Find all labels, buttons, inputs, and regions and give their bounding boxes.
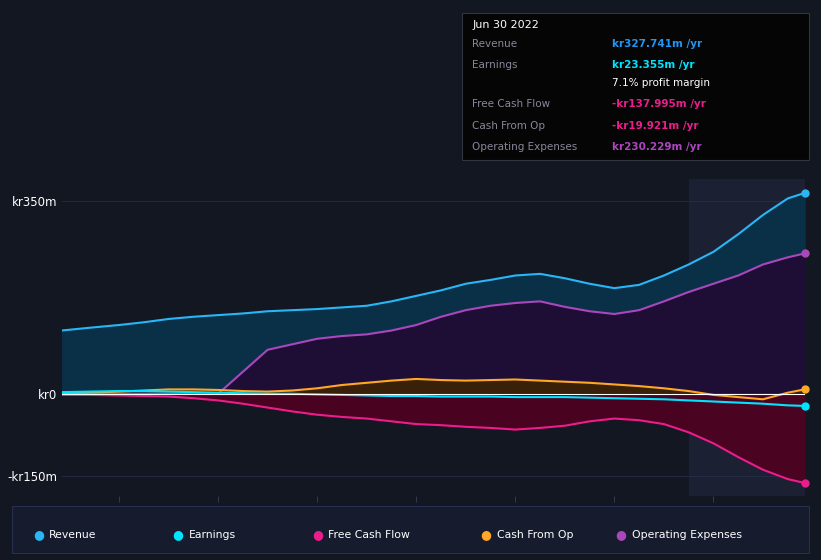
Text: Earnings: Earnings <box>472 60 517 70</box>
Text: ●: ● <box>480 528 491 542</box>
Text: Revenue: Revenue <box>49 530 97 540</box>
Text: 7.1% profit margin: 7.1% profit margin <box>612 78 709 88</box>
Bar <box>689 179 805 496</box>
Text: Operating Expenses: Operating Expenses <box>632 530 742 540</box>
Text: -kr137.995m /yr: -kr137.995m /yr <box>612 100 705 109</box>
Text: Cash From Op: Cash From Op <box>472 121 545 130</box>
Text: ●: ● <box>312 528 323 542</box>
Text: Jun 30 2022: Jun 30 2022 <box>472 20 539 30</box>
Text: kr327.741m /yr: kr327.741m /yr <box>612 39 702 49</box>
Text: Free Cash Flow: Free Cash Flow <box>328 530 410 540</box>
Text: -kr19.921m /yr: -kr19.921m /yr <box>612 121 698 130</box>
Text: ●: ● <box>172 528 183 542</box>
Text: kr23.355m /yr: kr23.355m /yr <box>612 60 694 70</box>
Text: ●: ● <box>616 528 626 542</box>
Text: Cash From Op: Cash From Op <box>497 530 573 540</box>
Text: kr230.229m /yr: kr230.229m /yr <box>612 142 701 152</box>
Text: Free Cash Flow: Free Cash Flow <box>472 100 550 109</box>
Text: ●: ● <box>33 528 44 542</box>
Text: Operating Expenses: Operating Expenses <box>472 142 577 152</box>
Text: Earnings: Earnings <box>189 530 236 540</box>
Text: Revenue: Revenue <box>472 39 517 49</box>
